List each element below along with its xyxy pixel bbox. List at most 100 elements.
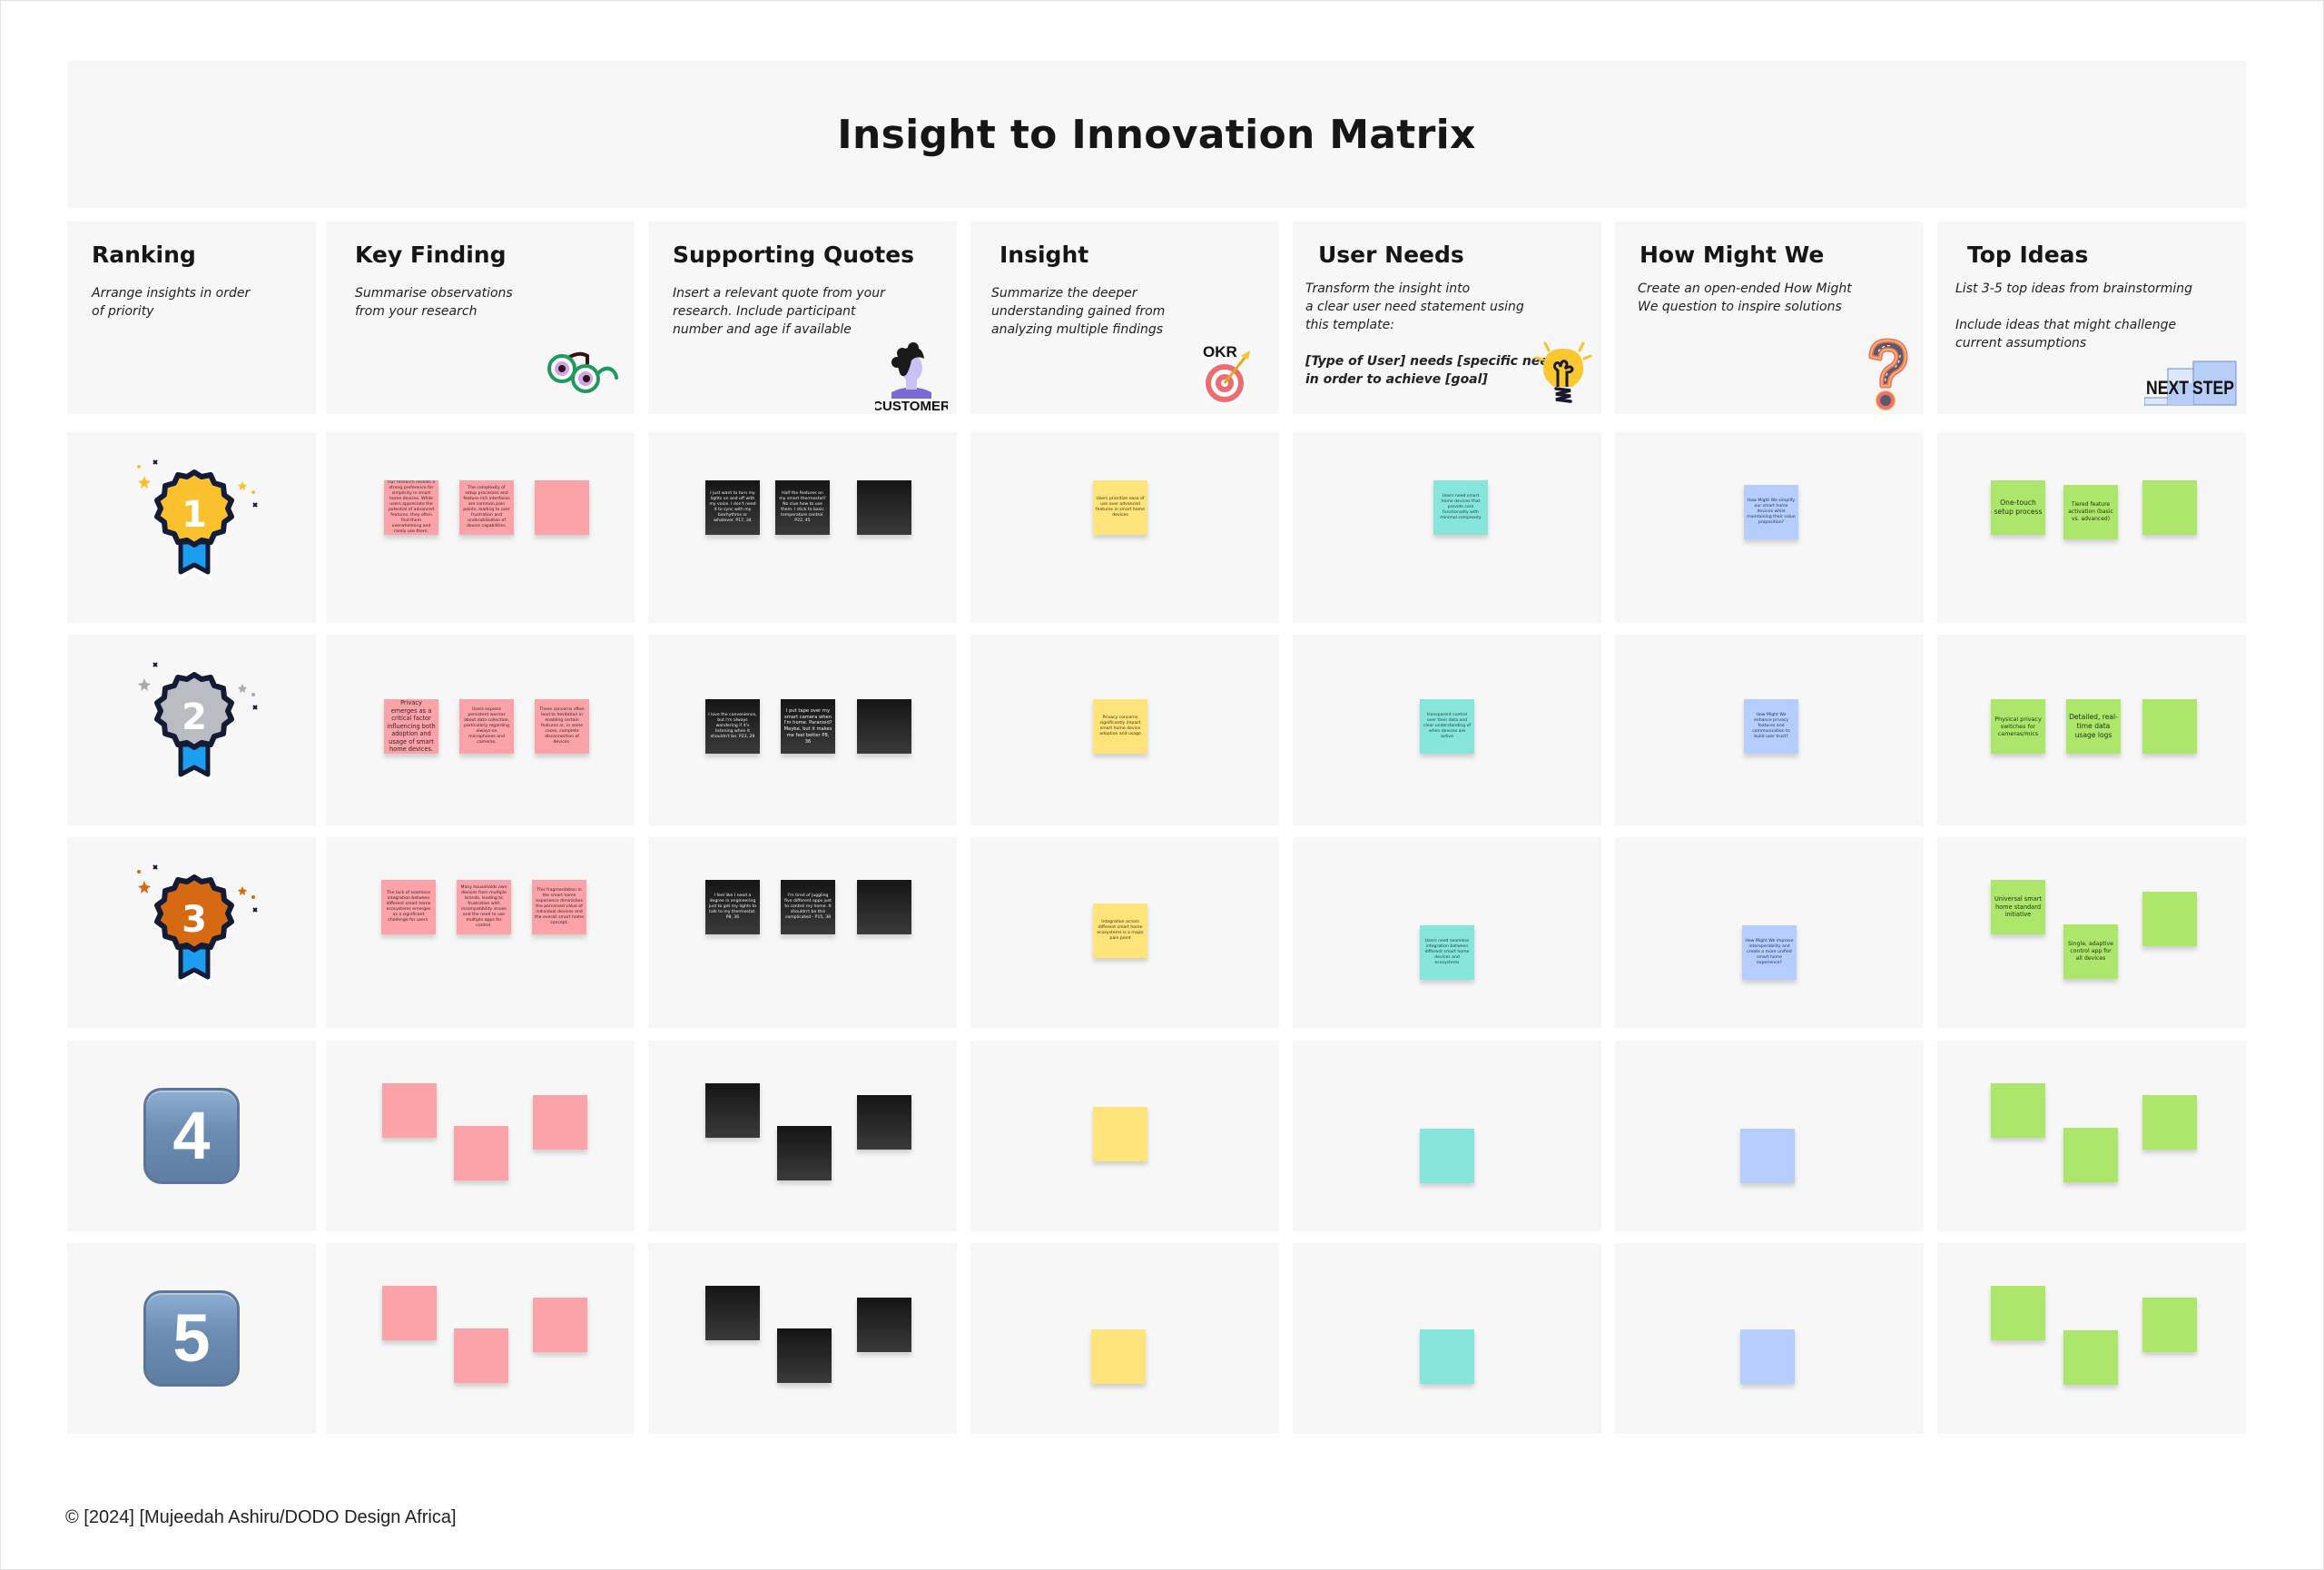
svg-text:STEP: STEP <box>2192 378 2234 399</box>
hmw-note[interactable]: How Might We improve interoperability an… <box>1742 925 1797 980</box>
silver-medal-badge-icon: 2 <box>138 662 258 784</box>
user-needs-cell-3: Users need seamless integration between … <box>1293 837 1601 1028</box>
insight-cell-5 <box>970 1243 1279 1434</box>
insight-note[interactable]: Integration across different smart home … <box>1093 903 1147 958</box>
key-finding-note[interactable]: Many households own devices from multipl… <box>457 880 511 934</box>
top-idea-note[interactable] <box>2142 480 2197 535</box>
rank-cell-3: 3 <box>67 837 316 1028</box>
hmw-note[interactable]: How Might We enhance privacy features an… <box>1744 699 1798 754</box>
key-finding-note[interactable]: The complexity of setup processes and fe… <box>459 480 514 535</box>
glasses-icon <box>547 351 618 393</box>
top-idea-note[interactable] <box>2142 1298 2197 1352</box>
insight-note[interactable] <box>1093 1107 1147 1161</box>
user-need-note[interactable]: transparent control over their data and … <box>1420 699 1474 754</box>
user-need-note[interactable]: Users need smart home devices that provi… <box>1433 480 1488 535</box>
key-finding-note[interactable] <box>533 1298 587 1352</box>
key-finding-note[interactable]: This fragmentation in the smart home exp… <box>532 880 586 934</box>
column-title: Supporting Quotes <box>673 242 915 268</box>
header-insight: Insight Summarize the deeper understandi… <box>970 222 1279 414</box>
rank-number: 4 <box>172 1098 211 1173</box>
top-idea-note[interactable]: Universal smart home standard initiative <box>1991 880 2045 934</box>
column-title: How Might We <box>1640 242 1825 268</box>
column-title: Key Finding <box>355 242 507 268</box>
top-idea-note[interactable] <box>2142 699 2197 754</box>
bronze-medal-badge-icon: 3 <box>137 864 258 986</box>
quote-note[interactable]: I love the convenience, but I'm always w… <box>705 699 760 754</box>
key-finding-cell-4 <box>326 1041 635 1231</box>
hmw-cell-3: How Might We improve interoperability an… <box>1615 837 1924 1028</box>
column-description: Summarize the deeper understanding gaine… <box>991 286 1166 337</box>
top-idea-note[interactable] <box>2063 1128 2118 1182</box>
top-idea-note[interactable]: Single, adaptive control app for all dev… <box>2063 924 2118 979</box>
top-ideas-cell-3: Universal smart home standard initiative… <box>1937 837 2246 1028</box>
key-finding-note[interactable] <box>535 480 589 535</box>
quote-note[interactable] <box>857 1095 911 1150</box>
quotes-cell-2: I love the convenience, but I'm always w… <box>648 635 957 825</box>
column-title: Insight <box>1000 242 1089 268</box>
insight-note[interactable]: Users prioritize ease of use over advanc… <box>1093 480 1147 535</box>
column-title: Top Ideas <box>1967 242 2089 268</box>
top-idea-note[interactable] <box>1991 1286 2045 1340</box>
keycap-5-icon: 5 <box>143 1290 240 1387</box>
quote-note[interactable] <box>857 880 911 934</box>
top-ideas-cell-1: One-touch setup process Tiered feature a… <box>1937 432 2246 623</box>
insight-note[interactable]: Privacy concerns significantly impact sm… <box>1093 699 1147 754</box>
hmw-cell-2: How Might We enhance privacy features an… <box>1615 635 1924 825</box>
quote-note[interactable]: I just want to turn my lights on and off… <box>705 480 760 535</box>
quote-note[interactable] <box>857 699 911 754</box>
user-needs-cell-5 <box>1293 1243 1601 1434</box>
svg-text:OKR: OKR <box>1203 343 1237 360</box>
key-finding-note[interactable] <box>533 1095 587 1150</box>
hmw-note[interactable] <box>1740 1129 1795 1183</box>
hmw-note[interactable] <box>1740 1329 1795 1384</box>
key-finding-note[interactable]: Users express persistent worries about d… <box>459 699 514 754</box>
top-idea-note[interactable]: Tiered feature activation (basic vs. adv… <box>2063 485 2118 539</box>
quote-note[interactable] <box>857 480 911 535</box>
column-description: Transform the insight into a clear user … <box>1305 281 1524 332</box>
rank-cell-2: 2 <box>67 635 316 825</box>
top-idea-note[interactable]: Detailed, real-time data usage logs <box>2066 699 2121 754</box>
hmw-cell-4 <box>1615 1041 1924 1231</box>
top-ideas-cell-5 <box>1937 1243 2246 1434</box>
top-idea-note[interactable] <box>2142 892 2197 946</box>
gold-medal-badge-icon: 1 <box>137 459 258 581</box>
top-idea-note[interactable] <box>2142 1095 2197 1150</box>
top-idea-note[interactable]: One-touch setup process <box>1991 480 2045 535</box>
quote-note[interactable] <box>705 1083 760 1138</box>
key-finding-note[interactable] <box>382 1286 437 1340</box>
column-description: Arrange insights in order of priority <box>92 286 251 319</box>
quotes-cell-4 <box>648 1041 957 1231</box>
key-finding-note[interactable] <box>454 1328 508 1383</box>
key-finding-note[interactable] <box>382 1083 437 1138</box>
header-ranking: Ranking Arrange insights in order of pri… <box>67 222 316 414</box>
user-need-note[interactable] <box>1420 1329 1474 1384</box>
key-finding-cell-3: The lack of seamless integration between… <box>326 837 635 1028</box>
quote-note[interactable] <box>705 1286 760 1340</box>
quote-note[interactable] <box>857 1298 911 1352</box>
key-finding-note[interactable]: These concerns often lead to hesitation … <box>535 699 589 754</box>
quote-note[interactable]: I feel like I need a degree in engineeri… <box>705 880 760 934</box>
key-finding-note[interactable]: Privacy emerges as a critical factor inf… <box>384 699 438 754</box>
quote-note[interactable]: I put tape over my smart camera when I'm… <box>781 699 835 754</box>
quote-note[interactable]: Half the features on my smart thermostat… <box>775 480 830 535</box>
quote-note[interactable]: I'm tired of juggling five different app… <box>781 880 835 934</box>
svg-text:NEXT: NEXT <box>2146 378 2189 399</box>
user-need-note[interactable] <box>1420 1129 1474 1183</box>
insight-cell-1: Users prioritize ease of use over advanc… <box>970 432 1279 623</box>
column-description: Summarise observations from your researc… <box>355 286 513 319</box>
key-finding-note[interactable]: The lack of seamless integration between… <box>381 880 436 934</box>
hmw-note[interactable]: How Might We simplify our smart home dev… <box>1744 485 1798 539</box>
key-finding-note[interactable] <box>454 1126 508 1180</box>
question-mark-icon <box>1868 338 1908 411</box>
top-idea-note[interactable] <box>2063 1330 2118 1385</box>
user-need-note[interactable]: Users need seamless integration between … <box>1420 925 1474 980</box>
user-needs-cell-2: transparent control over their data and … <box>1293 635 1601 825</box>
top-idea-note[interactable] <box>1991 1083 2045 1138</box>
quote-note[interactable] <box>777 1328 832 1383</box>
insight-note[interactable] <box>1091 1329 1146 1384</box>
quote-note[interactable] <box>777 1126 832 1180</box>
rank-cell-4: 4 <box>67 1041 316 1231</box>
key-finding-note[interactable]: Our research reveals a strong preference… <box>384 480 438 535</box>
lightbulb-icon <box>1534 341 1592 403</box>
top-idea-note[interactable]: Physical privacy switches for cameras/mi… <box>1991 699 2045 754</box>
